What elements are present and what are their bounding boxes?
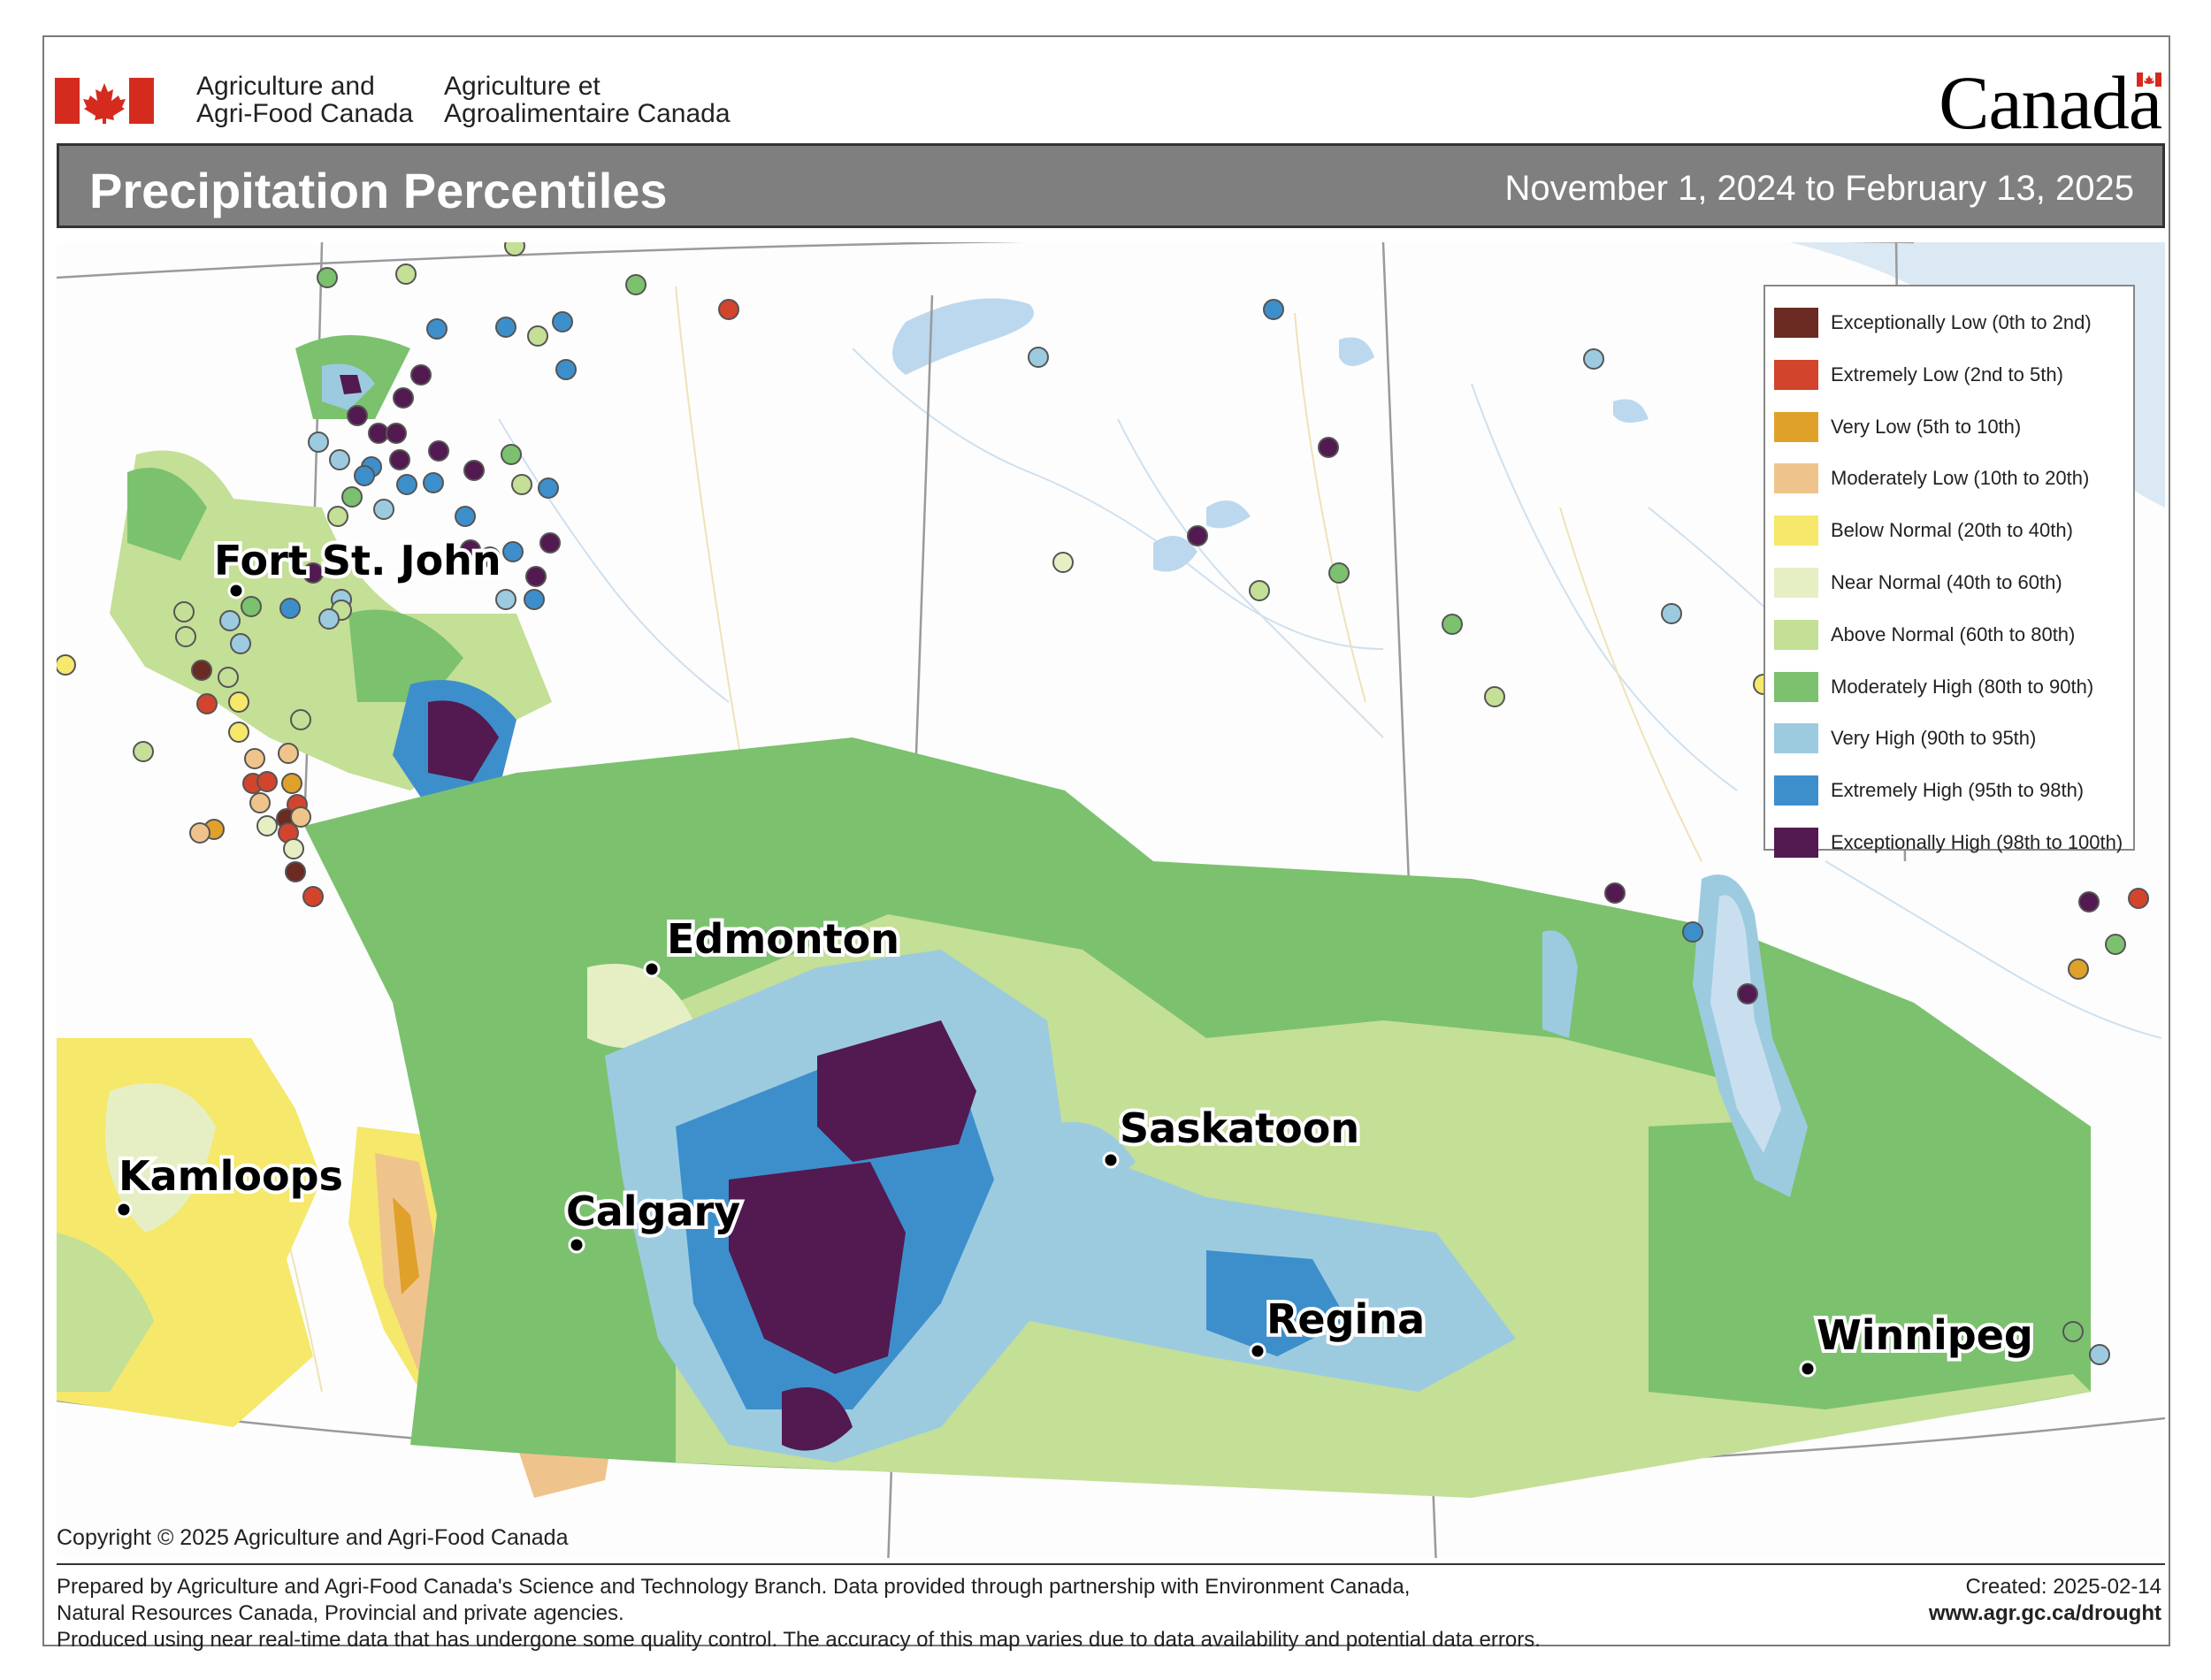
copyright-text: Copyright © 2025 Agriculture and Agri-Fo… bbox=[57, 1525, 569, 1550]
city-dot-edmonton bbox=[643, 960, 661, 978]
legend-swatch bbox=[1774, 359, 1818, 390]
legend-swatch bbox=[1774, 827, 1818, 858]
city-label-regina: Regina bbox=[1266, 1295, 1425, 1343]
footer-meta: Created: 2025-02-14 www.agr.gc.ca/drough… bbox=[1929, 1574, 2161, 1627]
legend-label: Extremely High (95th to 98th) bbox=[1831, 779, 2085, 802]
legend-label: Above Normal (60th to 80th) bbox=[1831, 622, 2076, 645]
city-dot-fort-st-john bbox=[227, 582, 245, 599]
footer-divider bbox=[57, 1563, 2165, 1565]
footer-credits: Prepared by Agriculture and Agri-Food Ca… bbox=[57, 1575, 1541, 1652]
city-label-edmonton: Edmonton bbox=[667, 915, 899, 963]
city-label-saskatoon: Saskatoon bbox=[1120, 1104, 1359, 1152]
legend-item: Extremely Low (2nd to 5th) bbox=[1765, 349, 2133, 401]
city-dot-kamloops bbox=[115, 1201, 133, 1218]
legend-item: Very High (90th to 95th) bbox=[1765, 713, 2133, 765]
canada-wordmark: Canada bbox=[1939, 60, 2162, 145]
city-dot-calgary bbox=[568, 1236, 585, 1254]
title-bar: Precipitation Percentiles November 1, 20… bbox=[57, 143, 2165, 228]
drought-url-link[interactable]: www.agr.gc.ca/drought bbox=[1928, 1601, 2161, 1625]
date-range: November 1, 2024 to February 13, 2025 bbox=[1504, 169, 2134, 208]
central-wet-region bbox=[605, 950, 1516, 1462]
legend-item: Below Normal (20th to 40th) bbox=[1765, 505, 2133, 557]
created-date: Created: 2025-02-14 bbox=[1965, 1575, 2161, 1599]
department-name-french: Agriculture et Agroalimentaire Canada bbox=[444, 72, 731, 128]
legend-label: Very Low (5th to 10th) bbox=[1831, 415, 2022, 438]
station-points bbox=[57, 242, 2149, 1365]
northern-lakes bbox=[892, 298, 1649, 572]
wordmark-flag-icon bbox=[2137, 73, 2161, 87]
legend-label: Moderately High (80th to 90th) bbox=[1831, 675, 2094, 698]
legend-item: Very Low (5th to 10th) bbox=[1765, 401, 2133, 454]
legend-swatch bbox=[1774, 515, 1818, 546]
legend-item: Exceptionally High (98th to 100th) bbox=[1765, 817, 2133, 869]
city-label-fort-st-john: Fort St. John bbox=[214, 537, 501, 584]
city-dot-saskatoon bbox=[1102, 1151, 1120, 1169]
legend-label: Near Normal (40th to 60th) bbox=[1831, 570, 2062, 593]
map-legend: Exceptionally Low (0th to 2nd) Extremely … bbox=[1763, 285, 2135, 858]
legend-label: Below Normal (20th to 40th) bbox=[1831, 519, 2073, 542]
city-label-kamloops: Kamloops bbox=[119, 1152, 343, 1200]
legend-item: Moderately Low (10th to 20th) bbox=[1765, 453, 2133, 505]
city-dot-winnipeg bbox=[1799, 1360, 1817, 1378]
legend-swatch bbox=[1774, 567, 1818, 598]
legend-swatch bbox=[1774, 463, 1818, 494]
department-name-english: Agriculture and Agri-Food Canada bbox=[196, 72, 414, 128]
legend-swatch bbox=[1774, 775, 1818, 806]
legend-swatch bbox=[1774, 308, 1818, 338]
canada-flag-icon bbox=[55, 78, 154, 124]
legend-swatch bbox=[1774, 671, 1818, 702]
river-network bbox=[498, 347, 2162, 1039]
legend-label: Extremely Low (2nd to 5th) bbox=[1831, 363, 2063, 386]
legend-item: Extremely High (95th to 98th) bbox=[1765, 765, 2133, 817]
legend-item: Exceptionally Low (0th to 2nd) bbox=[1765, 297, 2133, 349]
legend-swatch bbox=[1774, 619, 1818, 650]
map-title: Precipitation Percentiles bbox=[89, 163, 668, 218]
city-label-calgary: Calgary bbox=[566, 1187, 740, 1235]
city-dot-regina bbox=[1249, 1342, 1266, 1360]
legend-item: Moderately High (80th to 90th) bbox=[1765, 661, 2133, 714]
city-label-winnipeg: Winnipeg bbox=[1817, 1311, 2033, 1359]
legend-label: Very High (90th to 95th) bbox=[1831, 727, 2037, 750]
city-markers: Fort St. John Edmonton Kamloops Calgary … bbox=[115, 533, 2037, 1378]
legend-label: Moderately Low (10th to 20th) bbox=[1831, 467, 2090, 490]
legend-swatch bbox=[1774, 411, 1818, 442]
legend-swatch bbox=[1774, 723, 1818, 754]
legend-label: Exceptionally Low (0th to 2nd) bbox=[1831, 311, 2092, 333]
manitoba-lakes bbox=[1542, 874, 1808, 1197]
legend-item: Above Normal (60th to 80th) bbox=[1765, 609, 2133, 661]
legend-label: Exceptionally High (98th to 100th) bbox=[1831, 830, 2123, 853]
legend-item: Near Normal (40th to 60th) bbox=[1765, 557, 2133, 609]
